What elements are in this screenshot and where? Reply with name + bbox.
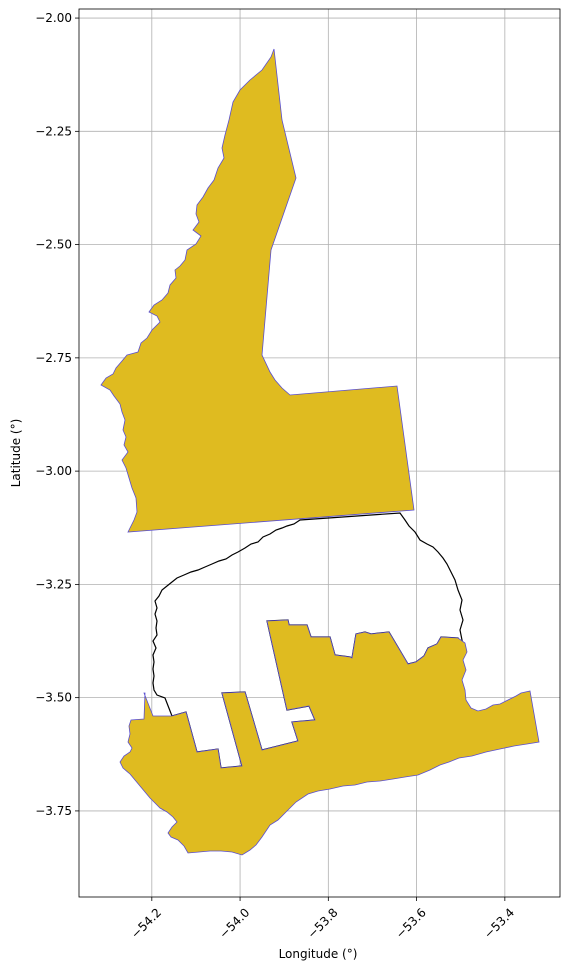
x-tick-label: −54.2 bbox=[128, 905, 164, 941]
y-tick-label: −3.75 bbox=[35, 804, 72, 818]
x-axis-label: Longitude (°) bbox=[279, 947, 358, 961]
x-tick-label: −53.4 bbox=[481, 905, 517, 941]
y-tick-label: −3.25 bbox=[35, 577, 72, 591]
y-tick-label: −2.00 bbox=[35, 11, 72, 25]
x-axis-ticks: −54.2 −54.0 −53.8 −53.6 −53.4 bbox=[128, 897, 517, 941]
axes-layer bbox=[78, 8, 561, 898]
x-tick-label: −54.0 bbox=[217, 905, 253, 941]
x-tick-label: −53.6 bbox=[393, 905, 429, 941]
north-region-polygon bbox=[100, 48, 415, 533]
y-tick-label: −2.75 bbox=[35, 351, 72, 365]
y-axis-ticks: −2.00 −2.25 −2.50 −2.75 −3.00 −3.25 −3.50 −3.75 bbox=[35, 11, 79, 818]
y-tick-label: −3.50 bbox=[35, 691, 72, 705]
y-tick-label: −2.50 bbox=[35, 238, 72, 252]
south-region-polygon bbox=[119, 619, 540, 856]
y-tick-label: −2.25 bbox=[35, 124, 72, 138]
y-tick-label: −3.00 bbox=[35, 464, 72, 478]
x-tick-label: −53.8 bbox=[305, 905, 341, 941]
y-axis-label: Latitude (°) bbox=[9, 419, 23, 488]
axes-frame bbox=[78, 8, 561, 898]
